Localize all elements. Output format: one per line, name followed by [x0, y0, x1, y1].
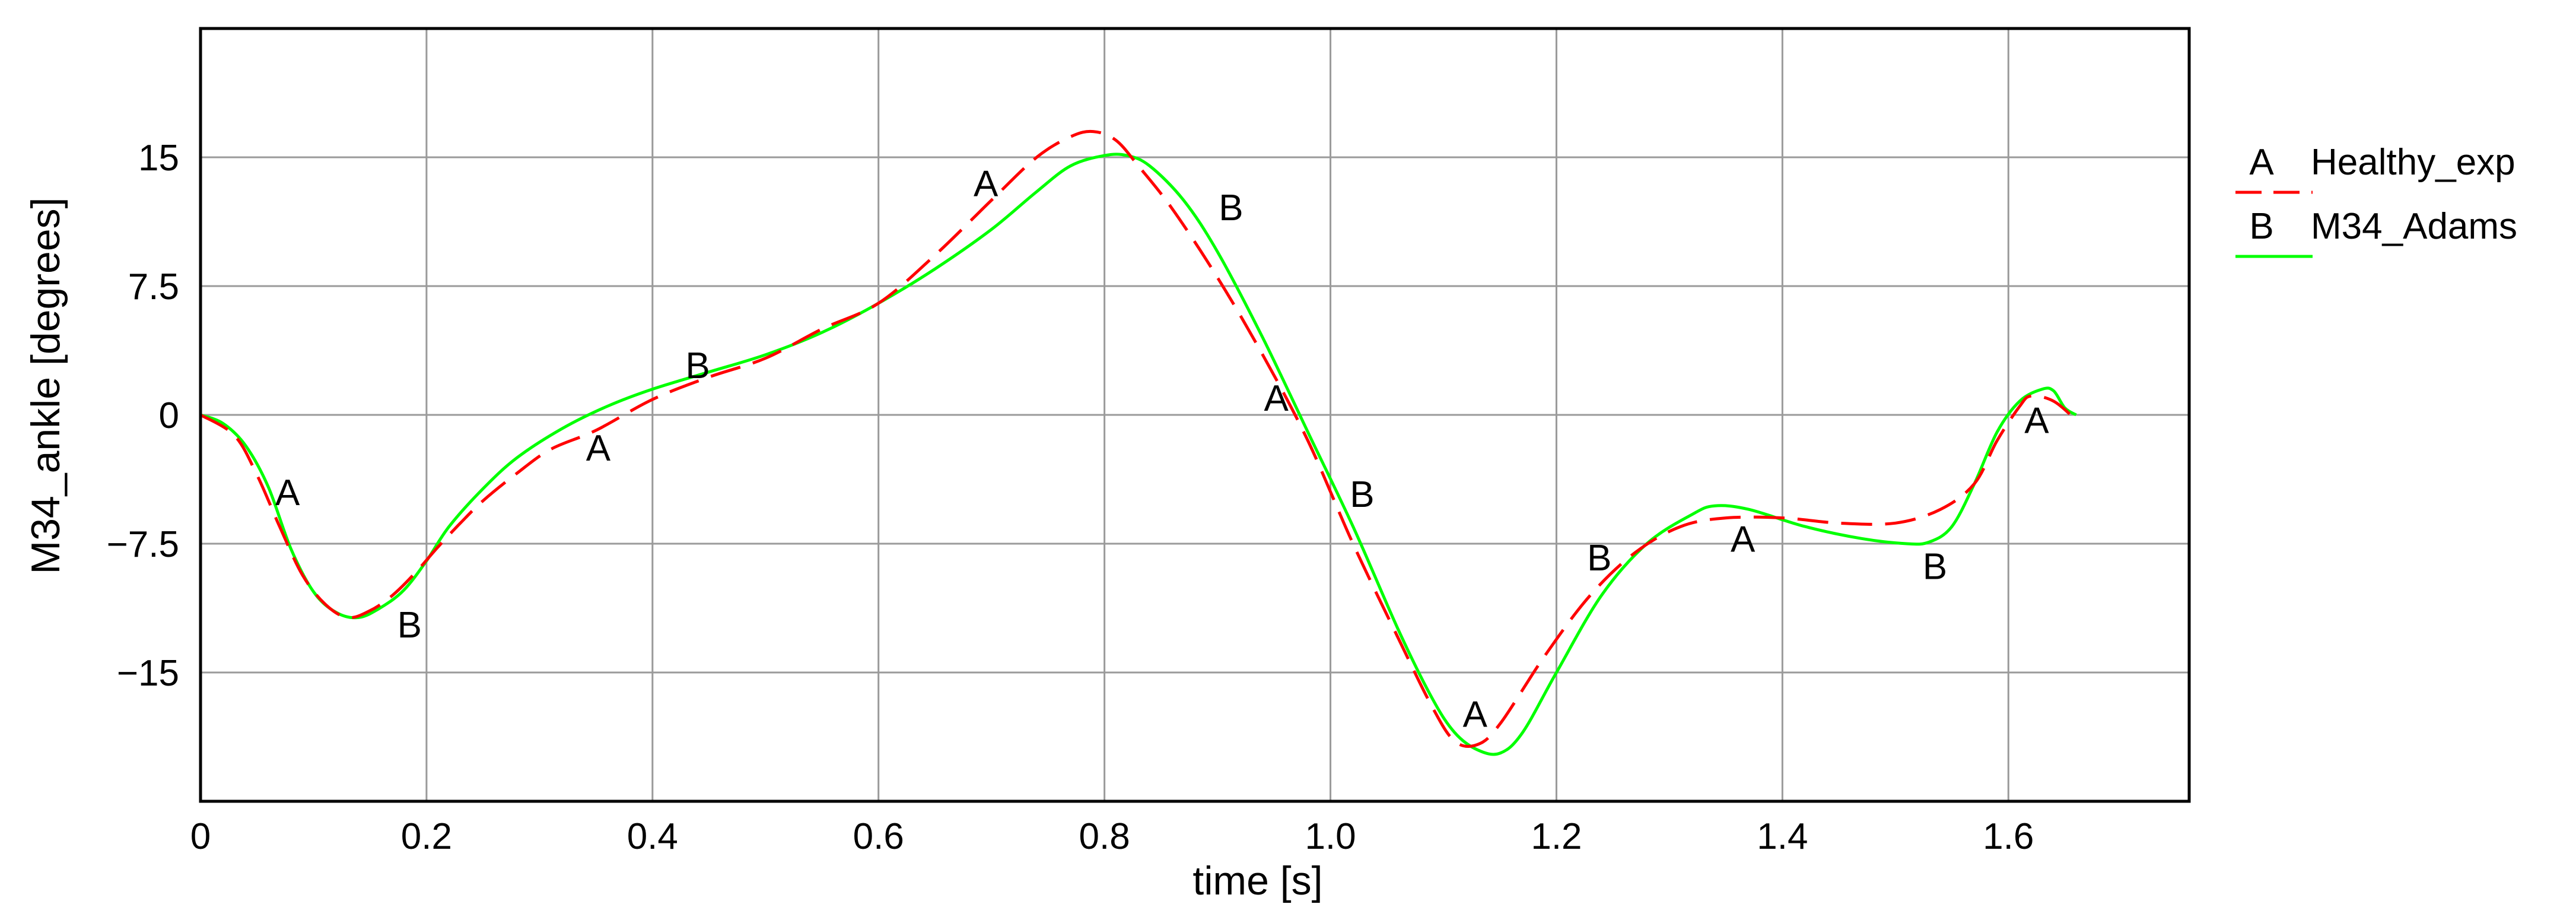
- series-marker-label: A: [974, 163, 998, 204]
- y-axis-label: M34_ankle [degrees]: [23, 197, 68, 574]
- series-marker-label: A: [1264, 378, 1289, 419]
- x-tick-label: 0.2: [401, 816, 452, 857]
- y-tick-label: 15: [138, 138, 179, 179]
- series-marker-label: B: [685, 345, 710, 386]
- x-tick-label: 1.6: [1983, 816, 2034, 857]
- series-marker-label: B: [1219, 188, 1243, 229]
- series-marker-label: A: [586, 428, 611, 469]
- x-tick-label: 1.2: [1531, 816, 1582, 857]
- plot-frame: [199, 27, 2191, 803]
- x-tick-label: 0.6: [853, 816, 904, 857]
- series-marker-label: B: [1923, 547, 1947, 588]
- series-marker-label: B: [397, 605, 422, 646]
- series-line-m34-adams: [200, 153, 2077, 756]
- series-marker-label: A: [1463, 694, 1488, 735]
- y-tick-label: −7.5: [107, 524, 179, 565]
- grid-lines: [201, 28, 2189, 801]
- legend-series-name: M34_Adams: [2311, 206, 2517, 247]
- series-marker-label: A: [1731, 519, 1756, 560]
- x-axis-label: time [s]: [1192, 858, 1322, 903]
- series-line-healthy-exp: [199, 129, 2078, 748]
- y-tick-label: −15: [117, 653, 179, 694]
- legend-marker-label: A: [2249, 142, 2274, 183]
- series-marker-label: B: [1350, 474, 1374, 515]
- x-tick-label: 1.4: [1757, 816, 1808, 857]
- series-layer: [199, 129, 2078, 756]
- y-tick-label: 7.5: [128, 267, 179, 307]
- x-tick-label: 0.8: [1079, 816, 1130, 857]
- x-tick-label: 1.0: [1305, 816, 1356, 857]
- axis-ticks: 0 0.2 0.4 0.6 0.8 1.0 1.2 1.4 1.6 15 7.5 0 −7.5 −15: [107, 138, 2034, 857]
- legend-series-name: Healthy_exp: [2311, 142, 2515, 183]
- series-marker-label: A: [275, 472, 300, 513]
- legend-marker-label: B: [2249, 206, 2273, 247]
- series-marker-label: A: [2024, 401, 2049, 442]
- legend-item: B M34_Adams: [2235, 206, 2517, 258]
- y-tick-label: 0: [159, 395, 179, 436]
- series-markers: A B A B A B A B A B A B A: [275, 163, 2049, 735]
- x-tick-label: 0.4: [627, 816, 678, 857]
- legend-item: A Healthy_exp: [2235, 142, 2515, 194]
- series-marker-label: B: [1587, 538, 1611, 579]
- legend: A Healthy_exp B M34_Adams: [2235, 142, 2517, 258]
- x-tick-label: 0: [190, 816, 211, 857]
